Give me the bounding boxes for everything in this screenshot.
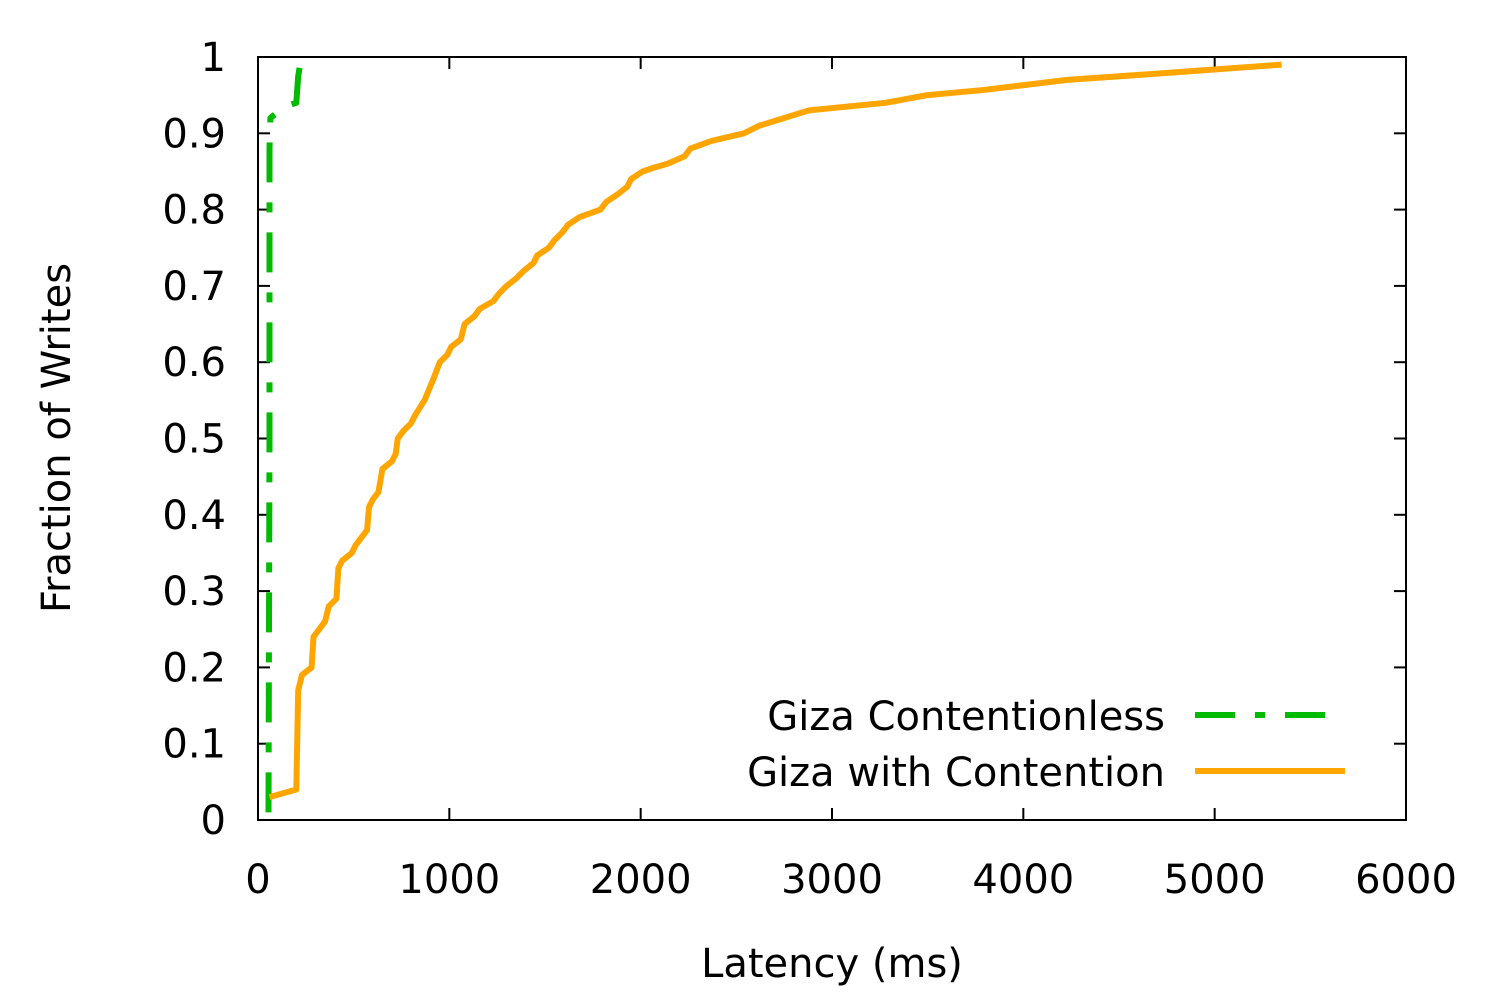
x-tick-label: 2000 bbox=[590, 857, 692, 903]
y-tick-label: 0 bbox=[201, 798, 226, 844]
y-tick-label: 0.4 bbox=[162, 493, 226, 539]
y-tick-label: 0.6 bbox=[162, 340, 226, 386]
series-lines bbox=[265, 61, 1282, 813]
y-axis-title: Fraction of Writes bbox=[34, 263, 80, 613]
x-tick-label: 1000 bbox=[398, 857, 500, 903]
x-axis-title: Latency (ms) bbox=[701, 941, 963, 987]
x-tick-label: 3000 bbox=[781, 857, 883, 903]
plot-frame bbox=[257, 56, 1407, 821]
legend-label-contention: Giza with Contention bbox=[747, 750, 1165, 796]
y-tick-label: 0.9 bbox=[162, 111, 226, 157]
x-tick-label: 4000 bbox=[972, 857, 1074, 903]
series-line-giza-contentionless bbox=[265, 64, 304, 813]
y-tick-label: 0.1 bbox=[162, 722, 226, 768]
y-tick-label: 0.3 bbox=[162, 569, 226, 615]
y-tick-label: 1 bbox=[201, 35, 226, 81]
x-tick-label: 6000 bbox=[1355, 857, 1457, 903]
legend: Giza Contentionless Giza with Contention bbox=[747, 694, 1345, 796]
y-tick-label: 0.2 bbox=[162, 645, 226, 691]
y-tick-label: 0.8 bbox=[162, 188, 226, 234]
tick-labels: 0 1000 2000 3000 4000 5000 6000 0 0.1 0.2 0.3 0.4 0.… bbox=[162, 35, 1457, 903]
x-tick-label: 5000 bbox=[1164, 857, 1266, 903]
legend-label-contentionless: Giza Contentionless bbox=[767, 694, 1165, 740]
y-tick-label: 0.7 bbox=[162, 264, 226, 310]
y-tick-label: 0.5 bbox=[162, 417, 226, 463]
series-line-giza-with-contention bbox=[268, 61, 1282, 800]
x-tick-label: 0 bbox=[245, 857, 270, 903]
